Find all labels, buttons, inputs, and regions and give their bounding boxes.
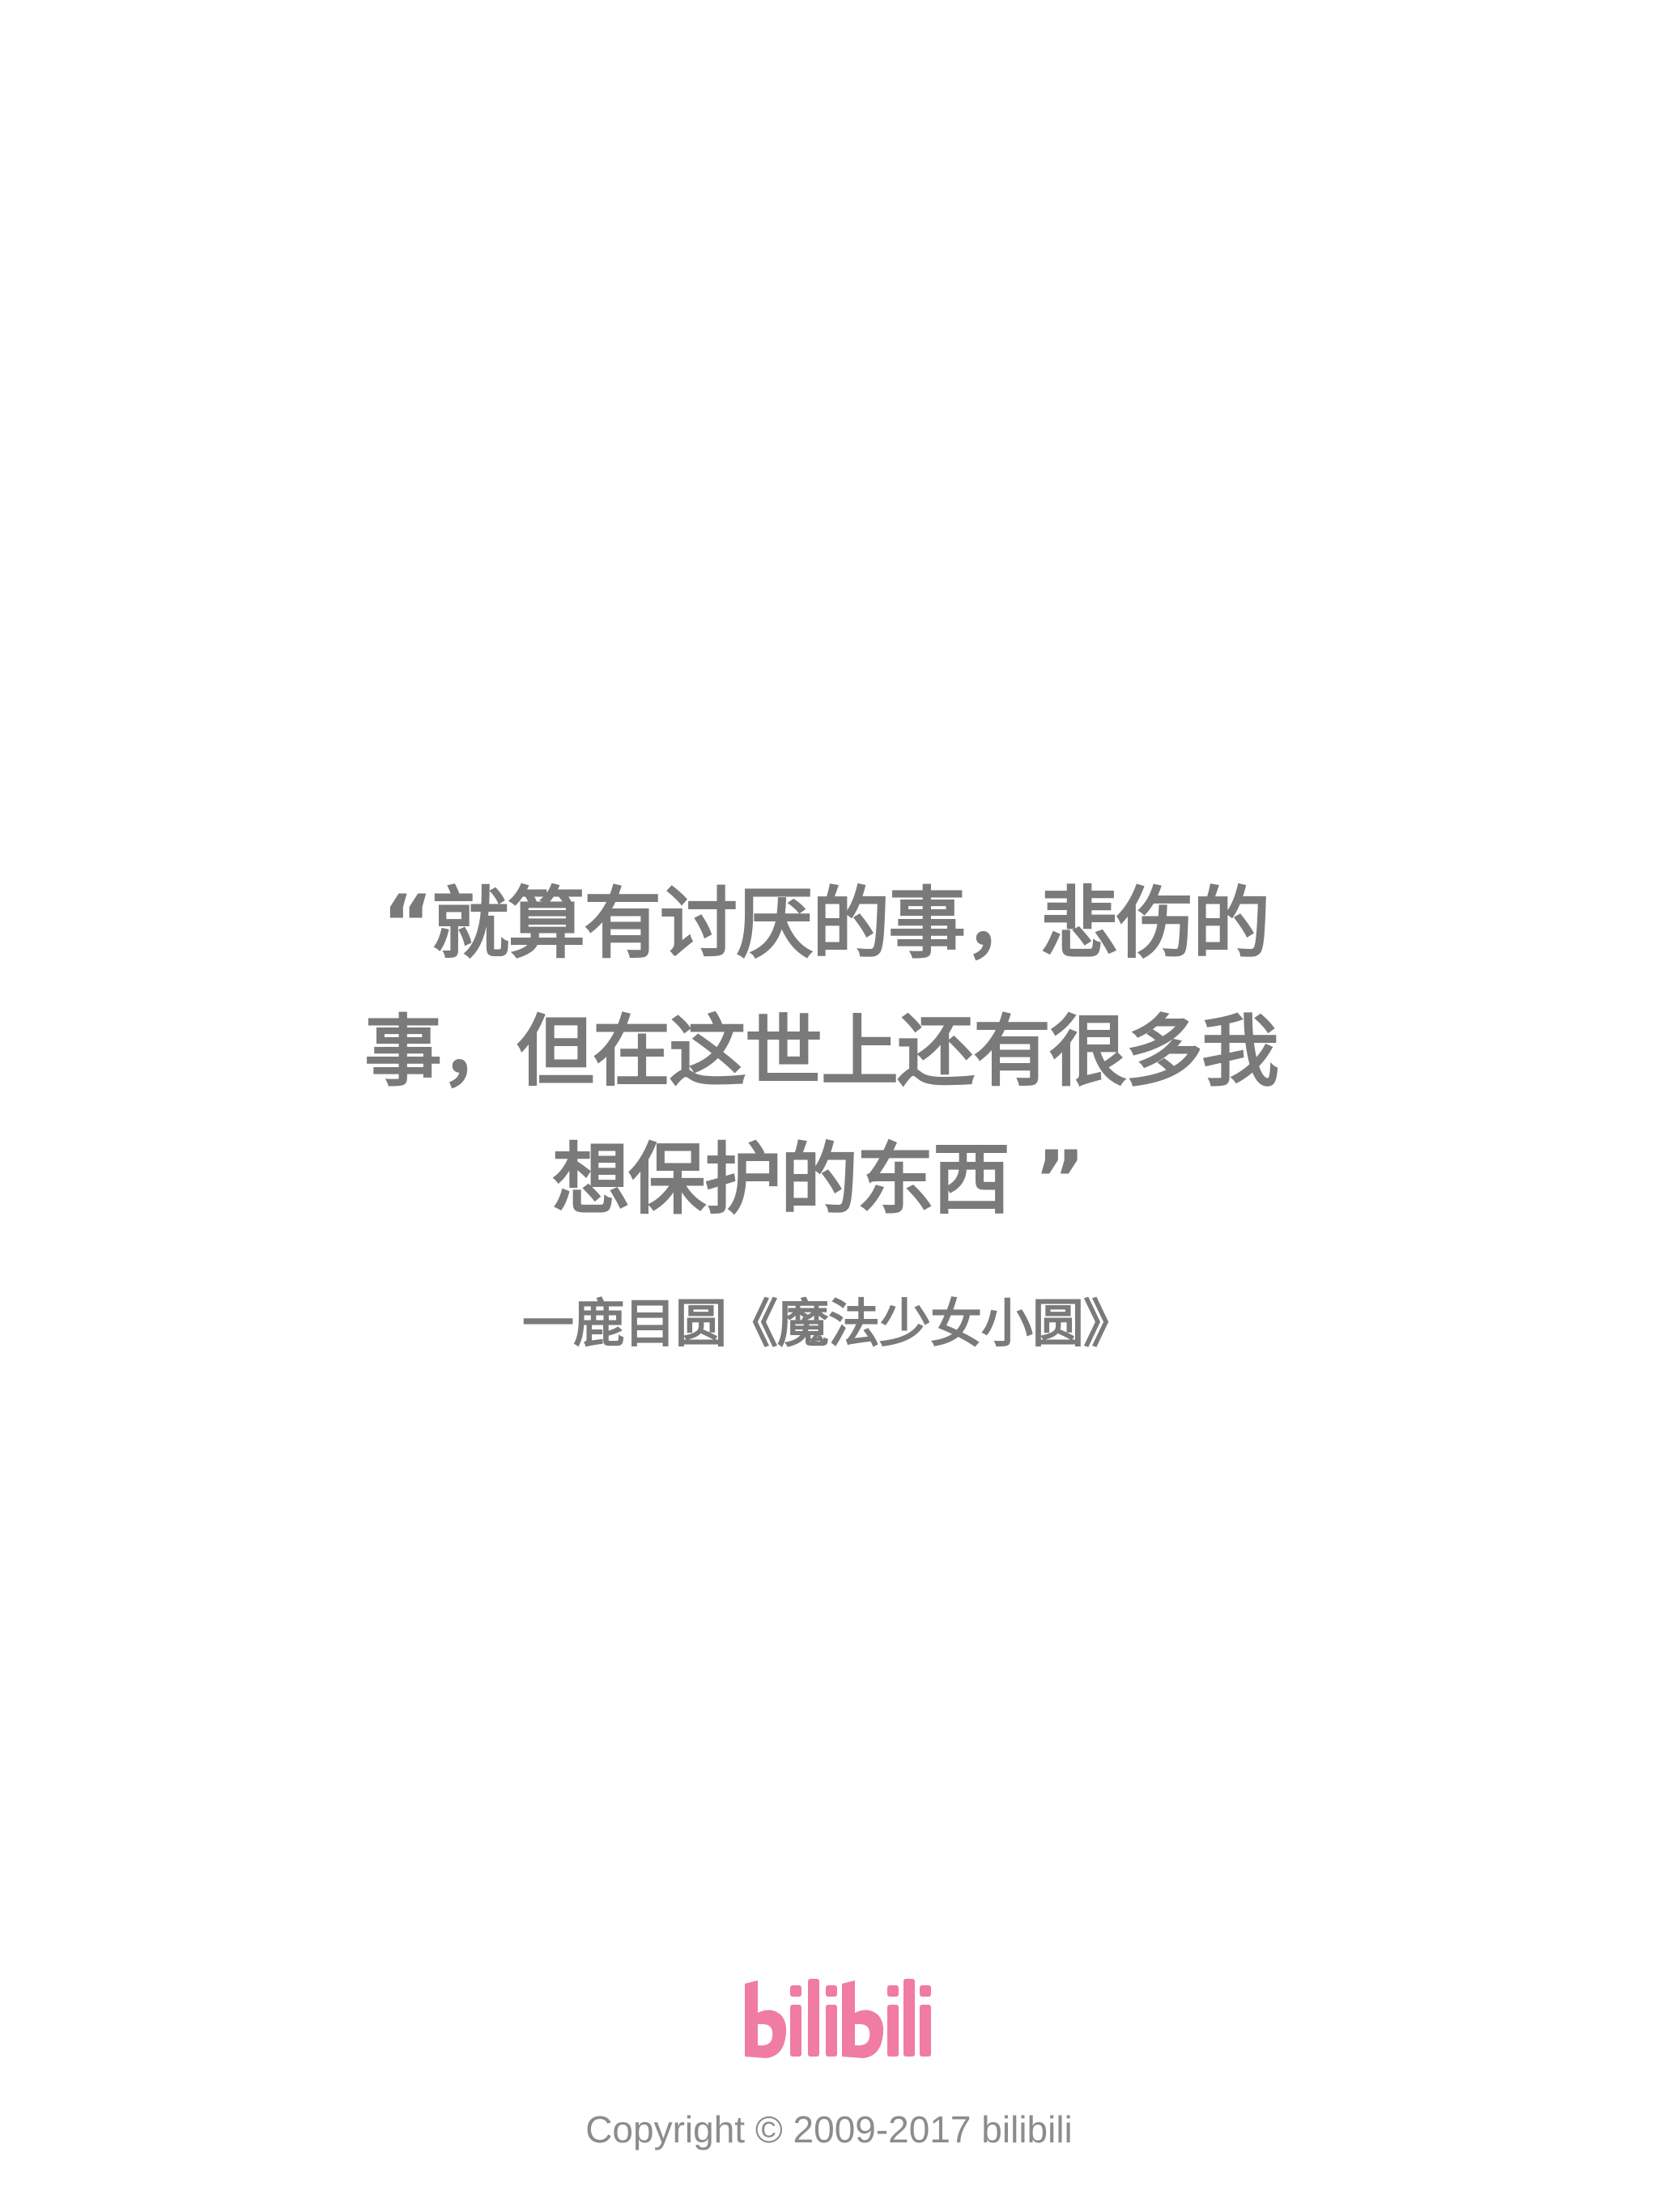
quote-attribution: 一鹿目圆《魔法少女小圆》: [522, 1295, 1135, 1355]
quote-line-3: 想保护的东西 ”: [552, 1134, 1086, 1225]
bilibili-logo: [745, 1979, 931, 2058]
copyright-text: Copyright © 2009-2017 bilibili: [585, 2108, 1073, 2150]
quote-line-1: “就算有讨厌的事，悲伤的: [382, 878, 1270, 969]
quote-text: “就算有讨厌的事，悲伤的 事，但在这世上还有很多我 想保护的东西 ”: [364, 860, 1336, 1244]
quote-line-2: 事，但在这世上还有很多我: [364, 1006, 1279, 1097]
